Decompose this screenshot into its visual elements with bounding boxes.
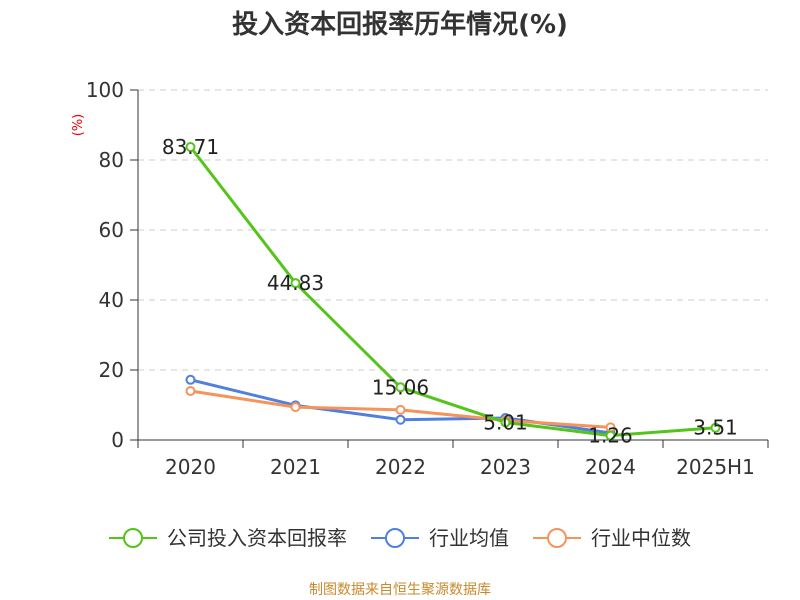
data-point[interactable]: [395, 404, 406, 415]
data-labels: 83.71 44.83 15.06 5.01 1.26 3.51: [162, 135, 738, 448]
x-tick-label: 2021: [270, 455, 321, 479]
data-label: 83.71: [162, 135, 219, 159]
y-axis-unit: (%): [71, 114, 86, 137]
legend[interactable]: 公司投入资本回报率 行业均值 行业中位数: [109, 526, 691, 550]
axes: 0 20 40 60 80 100 2020 2021 2022 2023 2024 2025H1: [86, 78, 769, 479]
data-label: 3.51: [693, 416, 738, 440]
y-tick-label: 60: [99, 218, 124, 242]
legend-marker: [385, 528, 405, 548]
y-tick-label: 80: [99, 148, 124, 172]
source-note: 制图数据来自恒生聚源数据库: [309, 582, 491, 598]
legend-label: 公司投入资本回报率: [167, 526, 347, 550]
data-point[interactable]: [710, 422, 721, 433]
data-label: 1.26: [588, 424, 633, 448]
legend-label: 行业中位数: [591, 526, 691, 550]
legend-item[interactable]: 行业均值: [371, 526, 509, 550]
data-point[interactable]: [395, 382, 406, 393]
data-label: 44.83: [267, 271, 324, 295]
legend-marker: [547, 528, 567, 548]
data-point[interactable]: [395, 414, 406, 425]
data-point[interactable]: [290, 402, 301, 413]
x-tick-label: 2020: [165, 455, 216, 479]
data-point[interactable]: [290, 278, 301, 289]
data-point[interactable]: [185, 142, 196, 153]
data-label: 5.01: [483, 410, 528, 434]
legend-label: 行业均值: [429, 526, 509, 550]
legend-item[interactable]: 公司投入资本回报率: [109, 526, 347, 550]
x-tick-label: 2022: [375, 455, 426, 479]
x-tick-label: 2023: [480, 455, 531, 479]
data-point[interactable]: [500, 417, 511, 428]
chart-title: 投入资本回报率历年情况(%): [232, 9, 568, 40]
data-point[interactable]: [185, 374, 196, 385]
x-tick-label: 2024: [585, 455, 636, 479]
data-point[interactable]: [605, 430, 616, 441]
y-tick-label: 20: [99, 358, 124, 382]
y-tick-label: 100: [86, 78, 124, 102]
legend-item[interactable]: 行业中位数: [533, 526, 691, 550]
legend-marker: [123, 528, 143, 548]
grid-lines: [138, 89, 768, 371]
y-tick-label: 0: [111, 428, 124, 452]
x-tick-label: 2025H1: [676, 455, 755, 479]
y-tick-label: 40: [99, 288, 124, 312]
series-line: [189, 146, 716, 438]
series-lines: [185, 142, 721, 441]
data-label: 15.06: [372, 375, 429, 399]
data-point[interactable]: [185, 386, 196, 396]
